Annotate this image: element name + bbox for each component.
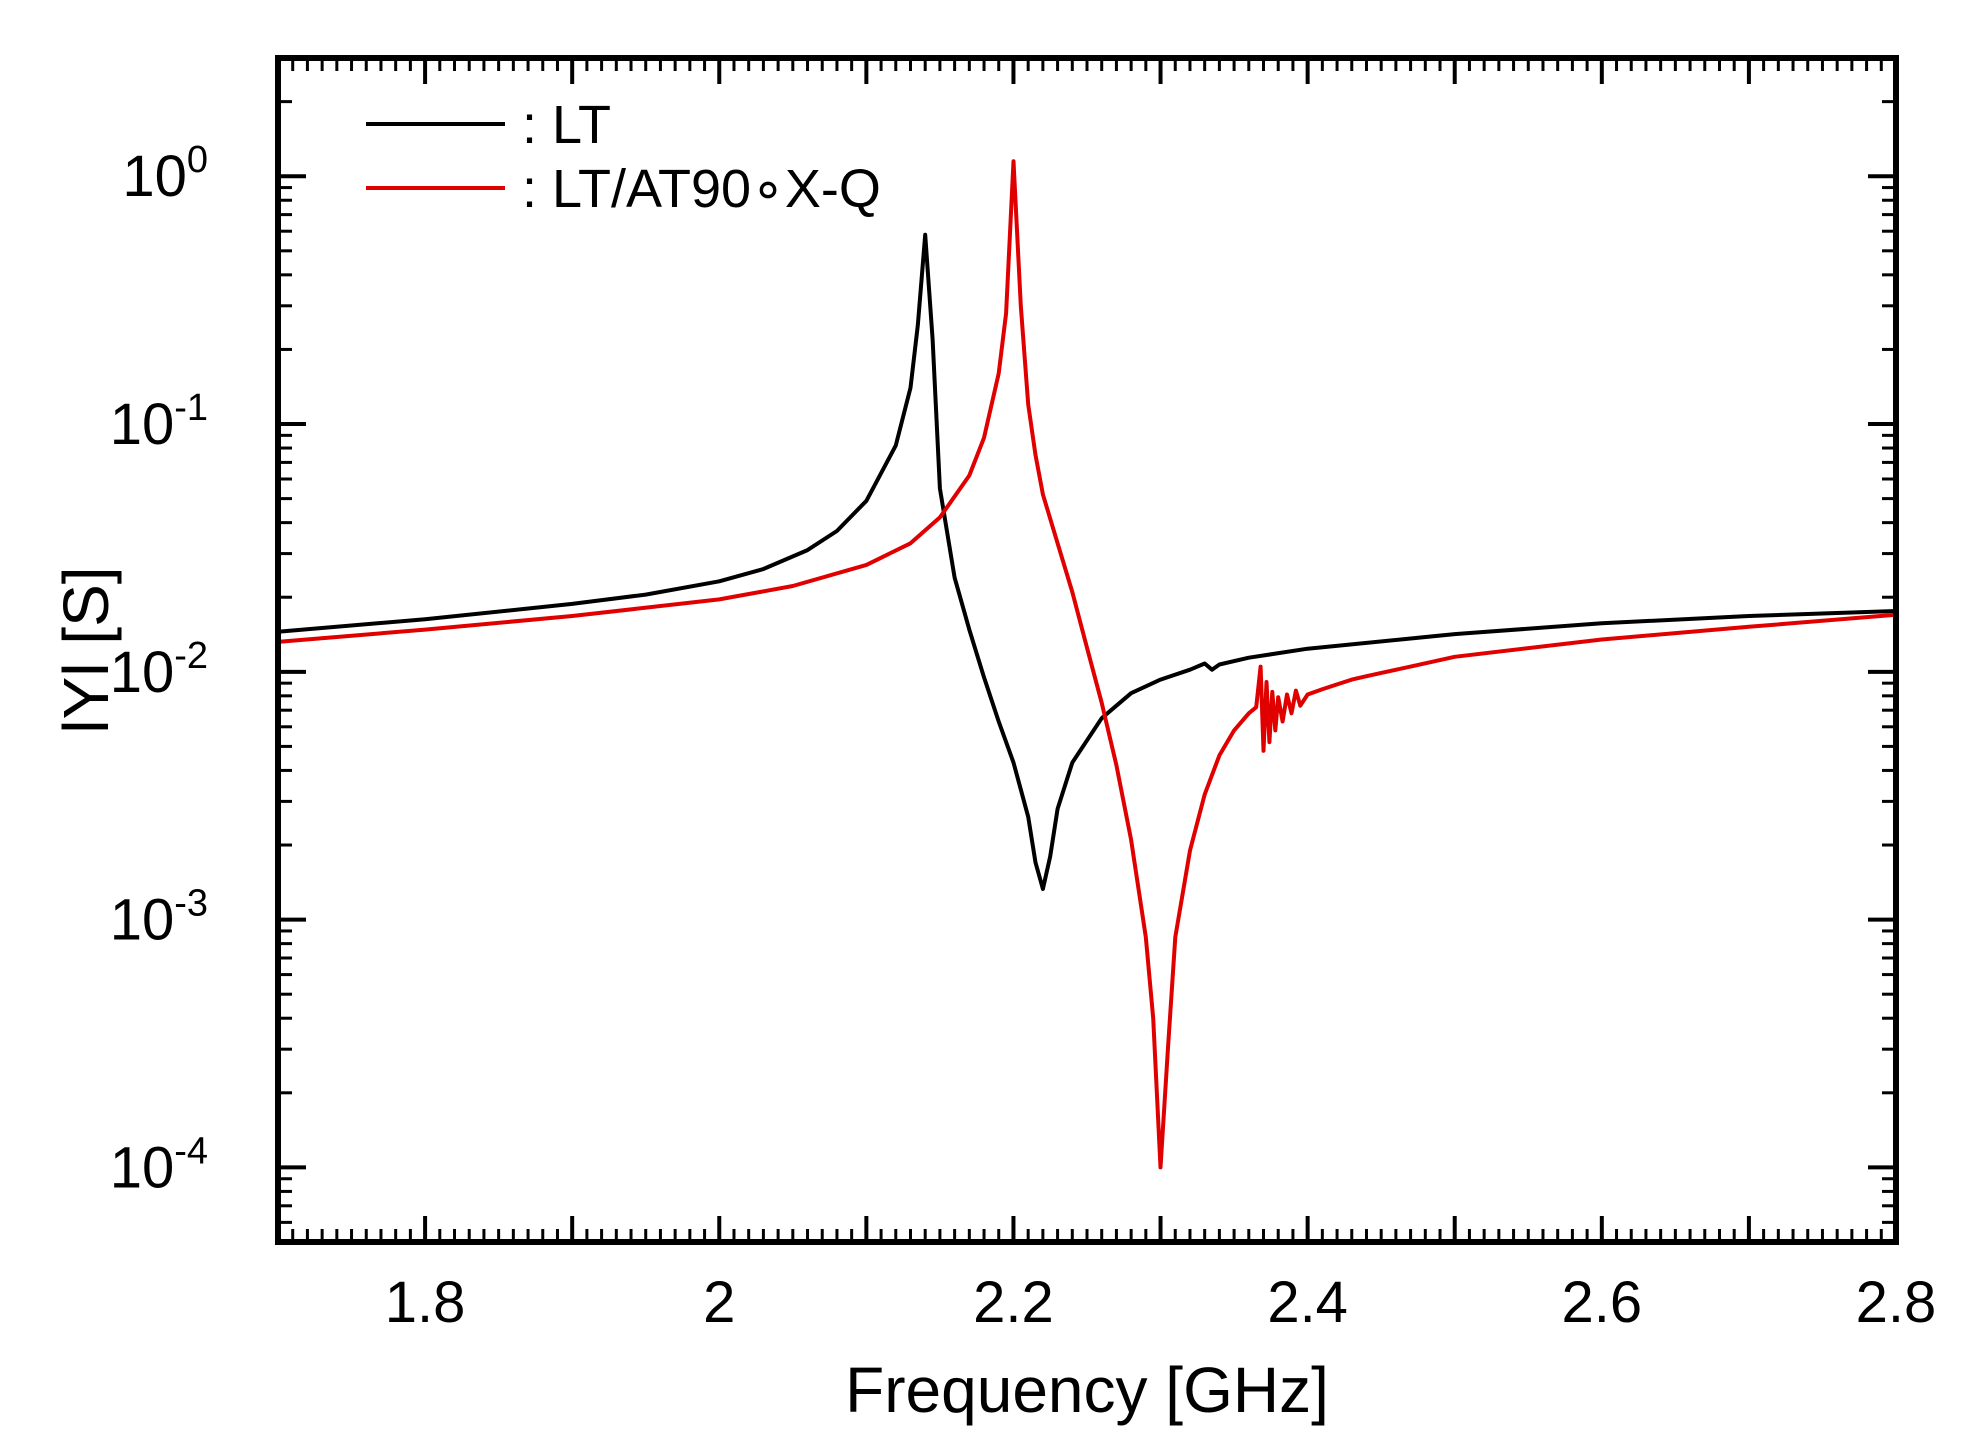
- x-tick-label: 2.4: [1267, 1270, 1348, 1335]
- y-tick-label: 10-2: [110, 635, 208, 705]
- series-group: [276, 159, 1898, 1170]
- x-tick-label: 1.8: [385, 1270, 466, 1335]
- y-tick-label: 10-4: [110, 1130, 208, 1200]
- legend-label-1: : LT: [522, 95, 611, 155]
- x-tick-label: 2.8: [1856, 1270, 1937, 1335]
- x-tick-label: 2.6: [1561, 1270, 1642, 1335]
- y-axis-label: lYl [S]: [50, 566, 122, 733]
- plot-frame: [275, 55, 1899, 1245]
- series-line-2: [276, 159, 1898, 1170]
- y-tick-label: 10-3: [110, 883, 208, 953]
- y-tick-label: 10-1: [110, 387, 208, 457]
- tick-labels: 1.8 2 2.2 2.4 2.6 2.8 100 10-1 10-2 10-3 10-4: [110, 139, 1937, 1335]
- x-tick-label: 2.2: [973, 1270, 1054, 1335]
- x-tick-label: 2: [703, 1270, 735, 1335]
- series-line-1: [276, 232, 1898, 891]
- legend-label-2: : LT/AT90∘X-Q: [522, 159, 881, 219]
- x-axis-label: Frequency [GHz]: [845, 1354, 1329, 1426]
- y-tick-label: 100: [122, 139, 208, 209]
- legend: : LT: LT/AT90∘X-Q: [366, 95, 881, 219]
